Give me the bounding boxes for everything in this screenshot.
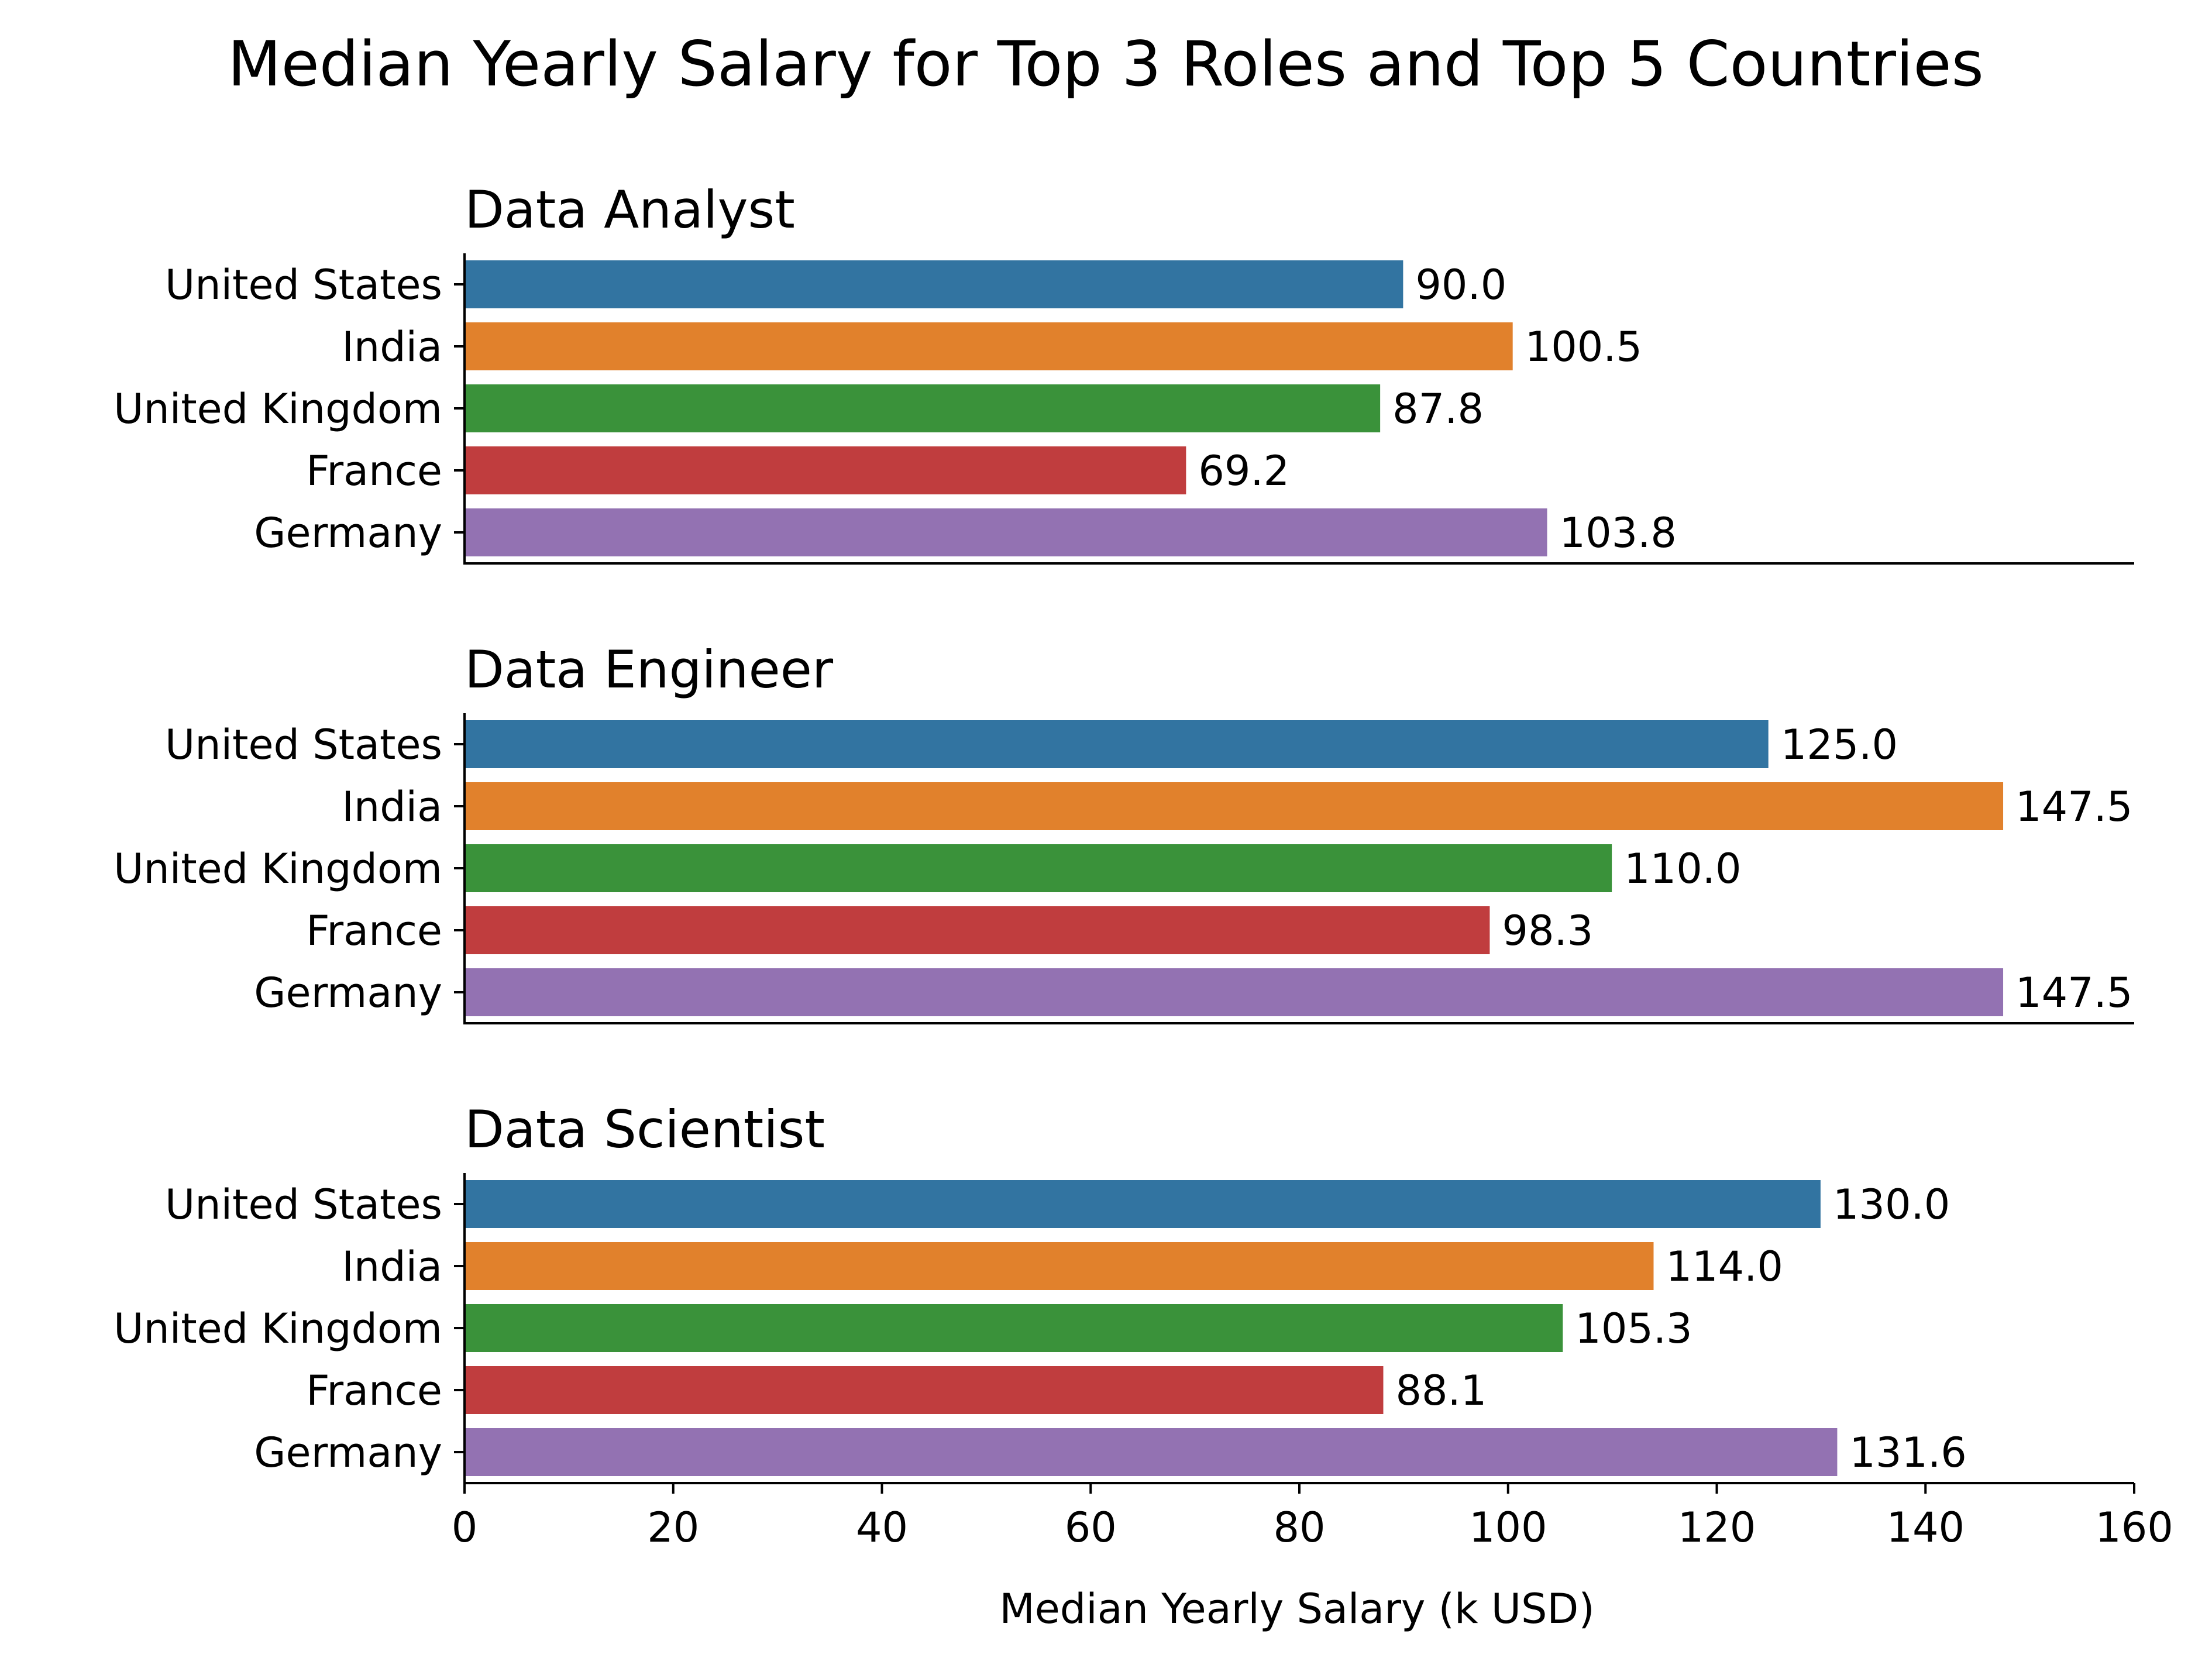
x-tick-label: 100 xyxy=(1469,1504,1547,1552)
y-tick-label: United Kingdom xyxy=(113,385,442,433)
y-tick-label: India xyxy=(342,783,442,831)
value-label: 125.0 xyxy=(1781,721,1898,769)
bar xyxy=(464,259,1405,309)
value-label: 90.0 xyxy=(1415,261,1506,309)
x-tick-label: 40 xyxy=(856,1504,908,1552)
value-label: 87.8 xyxy=(1392,385,1484,433)
y-tick-label: India xyxy=(342,1243,442,1291)
y-tick-label: United Kingdom xyxy=(113,1305,442,1353)
x-tick-label: 0 xyxy=(452,1504,478,1552)
y-tick-label: Germany xyxy=(254,509,442,557)
value-label: 100.5 xyxy=(1525,323,1642,371)
x-tick-label: 160 xyxy=(2095,1504,2173,1552)
chart-title: Median Yearly Salary for Top 3 Roles and… xyxy=(228,28,1984,100)
value-label: 105.3 xyxy=(1575,1305,1692,1353)
bar xyxy=(464,905,1491,955)
bar xyxy=(464,1241,1655,1291)
value-label: 88.1 xyxy=(1395,1367,1487,1415)
value-label: 131.6 xyxy=(1849,1429,1966,1477)
bar xyxy=(464,321,1514,372)
x-tick-label: 20 xyxy=(647,1504,699,1552)
panel-title: Data Analyst xyxy=(465,180,795,240)
value-label: 114.0 xyxy=(1666,1243,1783,1291)
bar xyxy=(464,1427,1839,1477)
value-label: 147.5 xyxy=(2015,969,2132,1017)
y-tick-label: France xyxy=(306,447,442,495)
panel-data-engineer: Data Engineer 125.0 United States 147.5 Indi… xyxy=(113,639,2134,1024)
value-label: 110.0 xyxy=(1624,845,1741,893)
bar xyxy=(464,507,1549,558)
value-label: 147.5 xyxy=(2015,783,2132,831)
bar xyxy=(464,1365,1385,1415)
y-tick-label: United States xyxy=(165,261,442,309)
x-tick-label: 120 xyxy=(1678,1504,1756,1552)
value-label: 130.0 xyxy=(1833,1181,1950,1229)
bar xyxy=(464,781,2005,831)
y-tick-label: Germany xyxy=(254,1429,442,1477)
bar xyxy=(464,445,1188,496)
y-tick-label: United States xyxy=(165,1181,442,1229)
bar xyxy=(464,719,1770,769)
y-tick-label: France xyxy=(306,1367,442,1415)
value-label: 98.3 xyxy=(1502,907,1593,955)
panel-data-analyst: Data Analyst 90.0 United States 100.5 India 8… xyxy=(113,180,2134,565)
y-tick-label: United Kingdom xyxy=(113,845,442,893)
y-tick-label: India xyxy=(342,323,442,371)
panel-title: Data Engineer xyxy=(465,639,834,700)
bar xyxy=(464,967,2005,1017)
x-axis-label: Median Yearly Salary (k USD) xyxy=(999,1585,1594,1633)
bar xyxy=(464,1179,1822,1229)
y-tick-label: Germany xyxy=(254,969,442,1017)
chart-panels: Data Analyst 90.0 United States 100.5 India 8… xyxy=(113,180,2173,1552)
bar xyxy=(464,843,1614,893)
y-tick-label: France xyxy=(306,907,442,955)
bar xyxy=(464,1303,1564,1353)
x-tick-label: 80 xyxy=(1273,1504,1325,1552)
panel-title: Data Scientist xyxy=(465,1099,825,1160)
y-tick-label: United States xyxy=(165,721,442,769)
x-tick-label: 60 xyxy=(1065,1504,1117,1552)
value-label: 103.8 xyxy=(1560,509,1677,557)
bar xyxy=(464,383,1382,434)
x-tick-label: 140 xyxy=(1886,1504,1965,1552)
panel-data-scientist: Data Scientist 130.0 United States 114.0 Ind… xyxy=(113,1099,2173,1552)
value-label: 69.2 xyxy=(1198,447,1289,495)
